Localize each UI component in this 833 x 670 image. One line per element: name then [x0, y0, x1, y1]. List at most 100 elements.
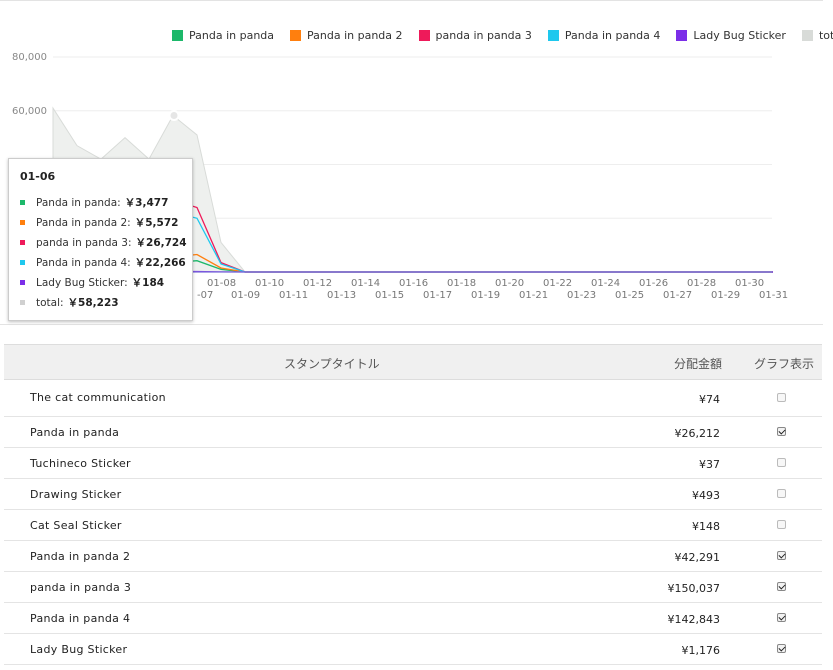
- graph-display-checkbox[interactable]: [777, 613, 786, 622]
- chart-plot[interactable]: -0701-0801-0901-1001-1101-1201-1301-1401…: [0, 1, 823, 324]
- legend-swatch: [172, 30, 183, 41]
- x-tick-label: 01-20: [495, 278, 524, 289]
- tooltip-series-name: Lady Bug Sticker:: [36, 276, 128, 289]
- tooltip-date: 01-06: [20, 170, 56, 183]
- legend-item-0[interactable]: Panda in panda: [172, 29, 274, 42]
- legend-item-4[interactable]: Lady Bug Sticker: [676, 29, 786, 42]
- graph-display-checkbox[interactable]: [777, 644, 786, 653]
- graph-display-checkbox[interactable]: [777, 489, 786, 498]
- legend-item-5[interactable]: total: [801, 29, 833, 42]
- tooltip-row: total: ￥58,223: [20, 295, 119, 310]
- x-tick-label: 01-13: [327, 290, 356, 301]
- x-tick-label: 01-25: [615, 290, 644, 301]
- tooltip-series-name: panda in panda 3:: [36, 236, 132, 249]
- tooltip-value: ￥58,223: [67, 297, 119, 309]
- chart-panel: Panda in panda Panda in panda 2 panda in p…: [0, 0, 833, 325]
- table-row: Panda in panda 4 ¥142,843: [4, 603, 822, 634]
- chart-legend: Panda in panda Panda in panda 2 panda in p…: [172, 29, 833, 42]
- sticker-title: Panda in panda: [30, 426, 120, 439]
- tooltip-series-name: Panda in panda:: [36, 196, 121, 209]
- table-row: The cat communication ¥74: [4, 380, 822, 417]
- x-tick-label: 01-19: [471, 290, 500, 301]
- tooltip-series-name: total:: [36, 296, 64, 309]
- x-tick-label: 01-09: [231, 290, 260, 301]
- x-tick-label: 01-26: [639, 278, 668, 289]
- sticker-title: Panda in panda 2: [30, 550, 131, 563]
- distribution-amount: ¥37: [699, 458, 720, 471]
- distribution-amount: ¥142,843: [667, 613, 721, 626]
- x-tick-label: 01-23: [567, 290, 596, 301]
- distribution-amount: ¥26,212: [674, 427, 721, 440]
- table-row: Drawing Sticker ¥493: [4, 479, 822, 510]
- table-row: Panda in panda 2 ¥42,291: [4, 541, 822, 572]
- graph-display-checkbox[interactable]: [777, 458, 786, 467]
- x-tick-label: 01-16: [399, 278, 428, 289]
- legend-item-3[interactable]: Panda in panda 4: [547, 29, 661, 42]
- graph-display-checkbox[interactable]: [777, 520, 786, 529]
- distribution-amount: ¥74: [699, 393, 720, 406]
- legend-swatch: [418, 30, 430, 41]
- tooltip-value: ￥22,266: [134, 257, 186, 269]
- tooltip-series-name: Panda in panda 2:: [36, 216, 131, 229]
- x-tick-label: 01-24: [591, 278, 620, 289]
- x-tick-label: 01-15: [375, 290, 404, 301]
- distribution-amount: ¥150,037: [667, 582, 721, 595]
- distribution-amount: ¥42,291: [674, 551, 721, 564]
- sticker-title: Panda in panda 4: [30, 612, 131, 625]
- tooltip-row: Panda in panda 4: ￥22,266: [20, 255, 186, 270]
- header-amount: 分配金額: [674, 357, 723, 371]
- sticker-title: Lady Bug Sticker: [30, 643, 128, 656]
- table-row: Lady Bug Sticker ¥1,176: [4, 634, 822, 665]
- sticker-title: Cat Seal Sticker: [30, 519, 122, 532]
- legend-item-1[interactable]: Panda in panda 2: [290, 29, 403, 42]
- x-tick-label: 01-27: [663, 290, 692, 301]
- tooltip-dot: [20, 220, 25, 225]
- tooltip-dot: [20, 200, 25, 205]
- graph-display-checkbox[interactable]: [777, 582, 786, 591]
- x-tick-label: 01-10: [255, 278, 284, 289]
- distribution-amount: ¥148: [692, 520, 720, 533]
- legend-label: Panda in panda 2: [307, 29, 403, 42]
- legend-label: Panda in panda: [189, 29, 275, 42]
- sticker-title: The cat communication: [30, 391, 166, 404]
- table-row: Tuchineco Sticker ¥37: [4, 448, 822, 479]
- y-tick-80000: 80,000: [12, 52, 47, 63]
- tooltip-dot: [20, 280, 25, 285]
- table-row: panda in panda 3 ¥150,037: [4, 572, 822, 603]
- tooltip-value: ￥26,724: [135, 237, 187, 249]
- distribution-amount: ¥1,176: [681, 644, 721, 657]
- x-tick-label: 01-11: [279, 290, 308, 301]
- graph-display-checkbox[interactable]: [777, 427, 786, 436]
- tooltip-row: panda in panda 3: ￥26,724: [20, 235, 187, 250]
- x-tick-label: 01-18: [447, 278, 476, 289]
- legend-label: total: [818, 29, 833, 42]
- distribution-amount: ¥493: [692, 489, 720, 502]
- legend-label: Panda in panda 4: [564, 29, 661, 42]
- table-body: The cat communication ¥74 Panda in panda ¥2…: [4, 380, 822, 665]
- header-graph: グラフ表示: [754, 357, 815, 371]
- legend-swatch: [547, 30, 559, 41]
- tooltip-value: ￥3,477: [124, 197, 169, 209]
- tooltip-row: Lady Bug Sticker: ￥184: [20, 275, 164, 290]
- graph-display-checkbox[interactable]: [777, 551, 786, 560]
- table-header: スタンプタイトル 分配金額 グラフ表示: [4, 344, 822, 380]
- x-tick-label: 01-30: [735, 278, 764, 289]
- sticker-title: Tuchineco Sticker: [30, 457, 131, 470]
- x-tick-label: 01-28: [687, 278, 716, 289]
- x-tick-label: 01-29: [711, 290, 740, 301]
- header-title: スタンプタイトル: [284, 357, 380, 371]
- x-tick-label: -07: [197, 290, 213, 301]
- x-tick-label: 01-14: [351, 278, 380, 289]
- legend-item-2[interactable]: panda in panda 3: [418, 29, 532, 42]
- x-tick-label: 01-22: [543, 278, 572, 289]
- tooltip-value: ￥5,572: [134, 217, 179, 229]
- sticker-title: panda in panda 3: [30, 581, 132, 594]
- graph-display-checkbox[interactable]: [777, 393, 786, 402]
- tooltip-series-name: Panda in panda 4:: [36, 256, 131, 269]
- x-tick-label: 01-17: [423, 290, 452, 301]
- legend-swatch: [290, 30, 302, 41]
- legend-label: panda in panda 3: [435, 29, 532, 42]
- table-row: Cat Seal Sticker ¥148: [4, 510, 822, 541]
- legend-swatch: [676, 30, 688, 41]
- tooltip-dot: [20, 300, 25, 305]
